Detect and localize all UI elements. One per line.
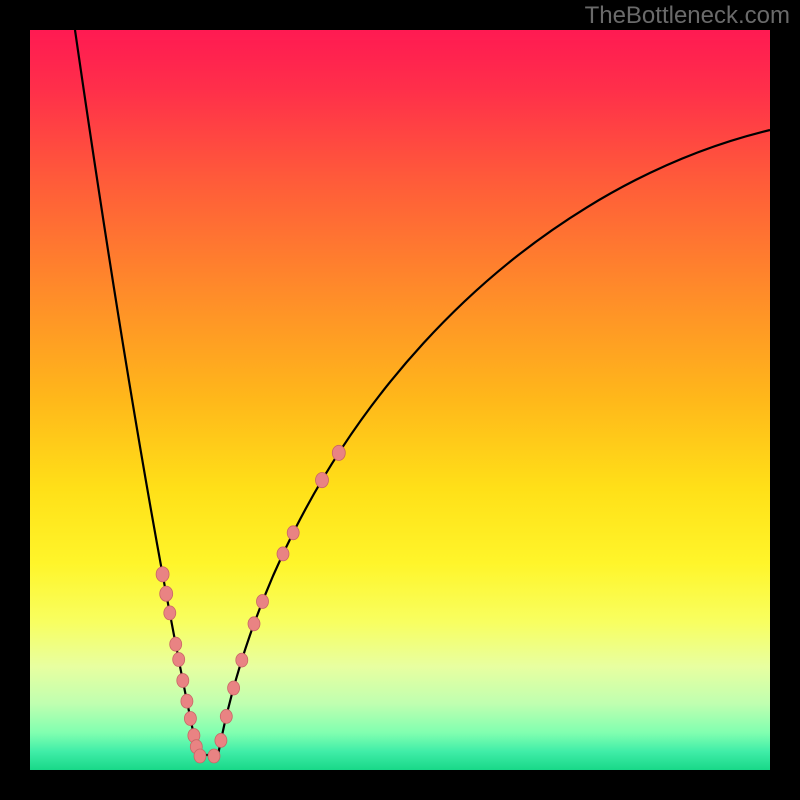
data-marker <box>170 637 182 651</box>
data-marker <box>208 749 220 763</box>
data-marker <box>160 586 173 601</box>
data-marker <box>257 595 269 609</box>
data-marker <box>228 681 240 695</box>
data-marker <box>194 749 206 763</box>
data-marker <box>215 733 227 747</box>
data-marker <box>332 445 345 460</box>
data-marker <box>220 709 232 723</box>
data-marker <box>287 526 299 540</box>
data-marker <box>184 712 196 726</box>
data-marker <box>277 547 289 561</box>
data-marker <box>248 617 260 631</box>
data-marker <box>173 653 185 667</box>
data-marker <box>236 653 248 667</box>
watermark-text: TheBottleneck.com <box>585 2 790 30</box>
data-marker <box>316 473 329 488</box>
data-marker <box>164 606 176 620</box>
curve-layer <box>0 0 800 800</box>
chart-container: TheBottleneck.com <box>0 0 800 800</box>
data-marker <box>177 674 189 688</box>
data-marker <box>181 694 193 708</box>
data-marker <box>156 567 169 582</box>
curve-right-branch <box>218 130 770 755</box>
